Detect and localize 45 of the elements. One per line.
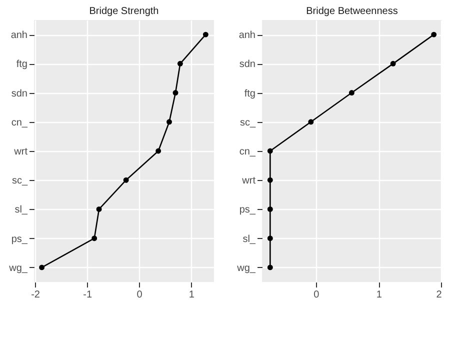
- y-tick-label: wrt: [13, 146, 28, 158]
- point: [431, 32, 437, 38]
- x-tick-label: -1: [83, 290, 92, 300]
- y-tick-label: sc_: [240, 117, 256, 128]
- x-tick-label: 0: [314, 290, 320, 300]
- x-tick-label: 1: [188, 290, 195, 300]
- point: [267, 236, 273, 242]
- point: [267, 177, 273, 183]
- point: [348, 90, 354, 96]
- point: [202, 32, 208, 38]
- y-tick-label: anh: [10, 30, 28, 42]
- point: [166, 119, 172, 125]
- y-tick-label: cn_: [239, 146, 256, 158]
- point: [267, 148, 273, 154]
- point: [390, 60, 396, 66]
- point: [308, 119, 314, 125]
- y-tick-label: sc_: [12, 176, 28, 187]
- y-tick-label: wg_: [236, 262, 256, 274]
- y-tick-label: anh: [238, 30, 256, 42]
- y-tick-label: ps_: [11, 234, 28, 245]
- y-tick-label: sl_: [14, 204, 28, 216]
- point: [177, 60, 183, 66]
- x-tick-label: 1: [376, 290, 382, 300]
- y-tick-label: sdn: [11, 88, 28, 100]
- y-tick-label: wrt: [241, 176, 256, 187]
- y-tick-label: sdn: [239, 59, 256, 70]
- point: [267, 206, 273, 212]
- y-tick-label: cn_: [11, 117, 28, 128]
- y-tick-label: wg_: [8, 262, 28, 274]
- y-tick-label: sl_: [242, 234, 256, 245]
- point: [39, 264, 45, 270]
- y-tick-label: ftg: [244, 88, 256, 100]
- y-tick-label: ps_: [239, 204, 256, 216]
- x-tick-label: -2: [31, 290, 40, 300]
- point: [156, 148, 162, 154]
- point: [92, 236, 98, 242]
- point: [267, 264, 273, 270]
- point: [123, 177, 129, 183]
- x-tick-label: 2: [436, 290, 442, 300]
- chart-title: Bridge Betweenness: [306, 6, 398, 17]
- point: [96, 206, 102, 212]
- x-tick-label: 0: [136, 290, 143, 300]
- point: [172, 90, 178, 96]
- y-tick-label: ftg: [16, 59, 28, 70]
- chart-title: Bridge Strength: [89, 6, 159, 17]
